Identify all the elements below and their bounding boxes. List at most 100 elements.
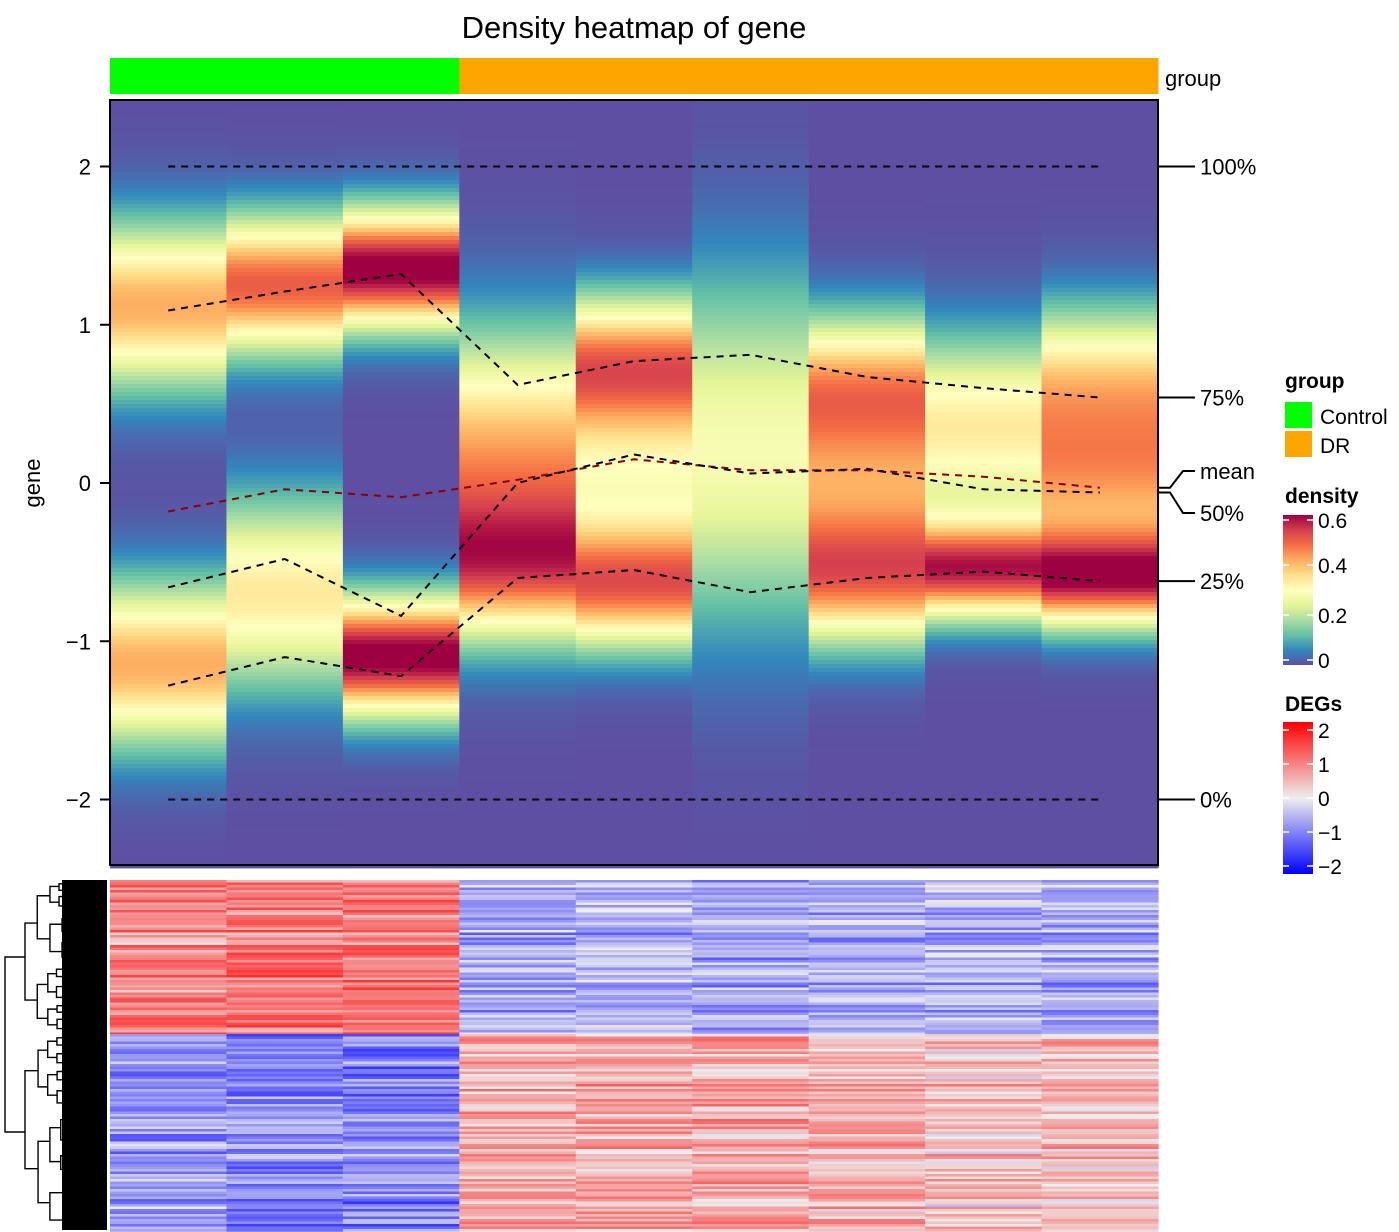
density-column (925, 100, 1043, 869)
dendrogram-branch (72, 1220, 85, 1228)
annotation-cell-dr (925, 58, 1043, 94)
dendrogram-branch (68, 1112, 80, 1126)
density-colorbar-label: 0.4 (1318, 555, 1348, 578)
quantile-tick-mean (1158, 470, 1195, 489)
quantile-line-mean (168, 458, 1100, 513)
degs-heatmap-body (110, 880, 1159, 1232)
dendrogram-branch (56, 1070, 70, 1081)
quantile-label: 100% (1200, 155, 1256, 180)
density-column (110, 100, 228, 869)
y-tick-label: −1 (66, 629, 91, 654)
dendrogram-branch (62, 1213, 73, 1225)
dendrogram-branch (83, 1186, 94, 1195)
dendrogram-branch (62, 1185, 74, 1205)
dendrogram-root (4, 956, 25, 1133)
quantile-label: mean (1200, 459, 1255, 484)
degs-cluster-1 (110, 880, 1159, 1036)
dendrogram-branch (56, 1018, 68, 1030)
legend-swatch-dr (1285, 431, 1312, 457)
density-column (575, 100, 693, 869)
dendrogram-branch (24, 1069, 39, 1170)
annotation-cell-dr (808, 58, 926, 94)
degs-colorbar-label: 0 (1318, 788, 1330, 811)
density-column (808, 100, 926, 869)
quantile-line-50pct (167, 453, 1100, 618)
density-colorbar (1283, 515, 1313, 665)
dendrogram-branch (68, 1049, 79, 1057)
degs-colorbar-label: 1 (1318, 754, 1330, 777)
y-axis: 2 1 0 −1 −2 (66, 155, 110, 813)
dendrogram-branch (61, 941, 71, 958)
legend-degs-title: DEGs (1285, 693, 1342, 716)
y-tick-label: 1 (79, 313, 91, 338)
annotation-cell-dr (692, 58, 810, 94)
chart-title: Density heatmap of gene (462, 10, 807, 45)
degs-cluster-2 (110, 1034, 1159, 1232)
y-axis-label: gene (20, 459, 45, 508)
quantile-line-75pct (168, 273, 1100, 399)
dendrogram-branch (70, 938, 83, 946)
legend-density-title: density (1285, 485, 1359, 508)
dendrogram-branch (49, 923, 63, 953)
dendrogram-branch (37, 1049, 48, 1088)
quantile-label: 75% (1200, 386, 1244, 411)
dendrogram-branch (56, 1037, 69, 1046)
dendrogram-branch (58, 895, 68, 907)
density-column (692, 100, 810, 869)
dendrogram-branch (70, 1086, 83, 1097)
dendrogram-branch (66, 1025, 79, 1033)
annotation-cell-dr (459, 58, 577, 94)
quantile-line-25pct (167, 568, 1100, 687)
density-column (342, 100, 460, 869)
dendrogram-branch (56, 1053, 70, 1064)
density-heatmap-body (110, 100, 1159, 869)
quantile-label: 50% (1200, 501, 1244, 526)
dendrogram-branch (72, 1179, 85, 1192)
dendrogram-leaves (62, 880, 107, 1230)
y-tick-label: −2 (66, 788, 91, 813)
quantile-label: 25% (1200, 569, 1244, 594)
annotation-cell-control (226, 58, 344, 94)
legend-density: density 0 0.2 0.4 0.6 (1283, 485, 1359, 673)
annotation-cell-control (342, 58, 460, 94)
dendrogram-branch (60, 1155, 70, 1171)
dendrogram-branch (60, 1118, 70, 1141)
density-colorbar-label: 0 (1318, 650, 1330, 673)
density-column (226, 100, 344, 869)
dendrogram-branch (49, 1126, 61, 1163)
degs-colorbar-label: −2 (1318, 856, 1342, 879)
density-colorbar-label: 0.2 (1318, 605, 1347, 628)
group-annotation-label: group (1165, 66, 1221, 91)
annotation-cell-dr (575, 58, 693, 94)
dendrogram-branch (56, 1004, 71, 1013)
dendrogram-branch (49, 1192, 64, 1221)
legend-group: group Control DR (1285, 370, 1388, 458)
dendrogram-branch (47, 972, 57, 993)
degs-colorbar-label: 2 (1318, 720, 1330, 743)
legend-swatch-control (1285, 402, 1312, 428)
density-column (459, 100, 577, 869)
legend-label-dr: DR (1320, 435, 1350, 458)
dendrogram-branch (56, 1090, 71, 1104)
annotation-cell-dr (1041, 58, 1159, 94)
dendrogram-branch (36, 895, 50, 940)
degs-colorbar-label: −1 (1318, 822, 1342, 845)
quantile-tick-50pct (1158, 491, 1195, 514)
dendrogram-branch (49, 885, 60, 903)
dendrogram-branch (61, 918, 74, 933)
row-dendrogram (4, 880, 107, 1230)
legend-group-title: group (1285, 370, 1344, 393)
group-annotation-bar (110, 58, 1159, 94)
dendrogram-branch (36, 983, 48, 1020)
density-column (1041, 100, 1159, 869)
density-colorbar-label: 0.6 (1318, 510, 1347, 533)
quantile-lines (167, 165, 1100, 801)
quantile-label: 0% (1200, 788, 1232, 813)
y-tick-label: 2 (79, 155, 91, 180)
dendrogram-branch (47, 1008, 58, 1026)
dendrogram-branch (46, 1073, 58, 1096)
annotation-cell-control (110, 58, 227, 94)
legend-label-control: Control (1320, 406, 1388, 429)
dendrogram-branch (24, 922, 38, 1001)
